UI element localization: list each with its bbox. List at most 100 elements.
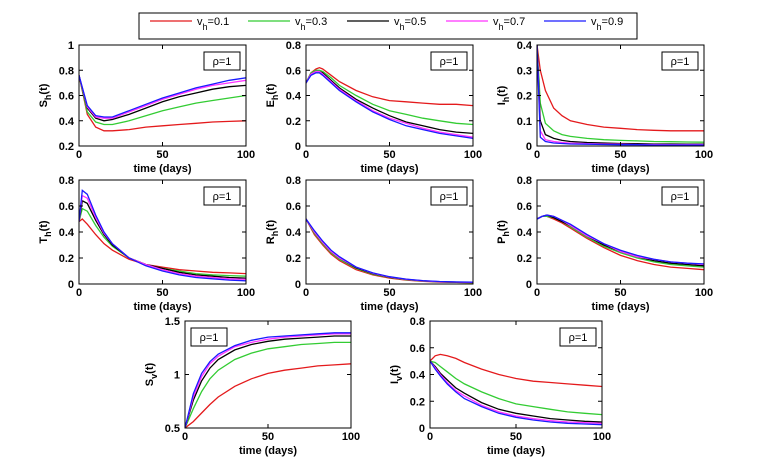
x-tick-label: 50 [383,287,395,299]
y-tick-label: 0.4 [286,227,302,239]
x-tick-label: 0 [303,149,309,161]
y-tick-label: 0 [68,279,74,291]
series-line [79,189,246,282]
series-line [79,75,246,132]
x-tick-label: 100 [593,431,611,443]
annotation-box [190,327,228,347]
series-line [79,218,246,275]
y-tick-label: 0.4 [517,227,533,239]
y-tick-label: 0 [295,141,301,153]
series-line [537,214,704,265]
x-tick-label: 50 [383,149,395,161]
chart-panel: 0 50 100 0 0.2 0.4 0.6 0.8 time (days) Ph(t) ρ=1 [496,175,713,313]
x-axis-label: time (days) [239,445,297,457]
series-line [79,75,246,118]
series-line [306,72,473,140]
series-line [430,360,602,424]
y-tick-label: 0.4 [59,227,75,239]
annotation-box [430,186,468,206]
series-line [79,75,246,122]
x-tick-label: 100 [237,149,255,161]
chart-panel: 0 50 100 0.5 1 1.5 time (days) Sv(t) ρ=1 [144,316,360,457]
x-tick-label: 100 [237,287,255,299]
legend-label: vh=0.7 [493,16,525,32]
x-tick-label: 100 [695,149,713,161]
y-tick-label: 0.2 [59,141,74,153]
annotation-text: ρ=1 [440,56,459,68]
y-axis-label: Rh(t) [265,219,280,244]
y-tick-label: 0.2 [286,116,301,128]
series-line [537,215,704,271]
y-tick-label: 0.4 [59,116,75,128]
x-axis-label: time (days) [591,163,649,175]
annotation-text: ρ=1 [213,191,232,203]
y-tick-label: 0.8 [286,40,301,52]
y-tick-label: 0.6 [59,201,74,213]
annotation-box [661,51,699,71]
chart-panel: 0 50 100 0 0.2 0.4 0.6 0.8 time (days) Th(t) ρ=1 [38,175,255,313]
chart-panel: 0 50 100 0 0.2 0.4 0.6 0.8 time (days) Iv(t) ρ=1 [389,316,611,457]
series-line [185,363,351,428]
x-tick-label: 0 [76,149,82,161]
y-tick-label: 0 [526,279,532,291]
series-line [185,332,351,428]
x-tick-label: 50 [156,287,168,299]
annotation-text: ρ=1 [440,191,459,203]
y-tick-label: 0.2 [517,91,532,103]
y-tick-label: 0.6 [410,343,425,355]
x-tick-label: 0 [76,287,82,299]
x-tick-label: 50 [262,431,274,443]
y-tick-label: 0 [295,279,301,291]
x-tick-label: 50 [156,149,168,161]
x-tick-label: 50 [614,287,626,299]
series-line [185,341,351,428]
x-tick-label: 100 [695,287,713,299]
series-line [537,45,704,132]
annotation-text: ρ=1 [213,56,232,68]
annotation-box [430,51,468,71]
y-tick-label: 0.4 [517,40,533,52]
annotation-text: ρ=1 [569,332,588,344]
chart-panel: 0 50 100 0 0.2 0.4 0.6 0.8 time (days) Eh(t) ρ=1 [265,40,482,175]
series-line [306,69,473,126]
series-line [185,333,351,428]
y-tick-label: 0.8 [59,175,74,187]
series-line [79,75,246,119]
x-axis-label: time (days) [591,301,649,313]
legend: vh=0.1 vh=0.3 vh=0.5 vh=0.7 vh=0.9 [138,12,638,40]
x-tick-label: 0 [534,287,540,299]
legend-frame [138,12,638,40]
y-axis-label: Ph(t) [496,220,511,244]
annotation-box [559,327,597,347]
legend-label: vh=0.9 [591,16,623,32]
series-line [79,207,246,277]
y-tick-label: 0.1 [517,116,532,128]
annotation-box [661,186,699,206]
x-axis-label: time (days) [360,301,418,313]
legend-label: vh=0.1 [197,16,229,32]
x-tick-label: 100 [464,287,482,299]
y-tick-label: 0.2 [517,253,532,265]
y-tick-label: 1 [68,40,74,52]
series-line [185,335,351,428]
legend-label: vh=0.3 [295,16,327,32]
y-axis-label: Iv(t) [389,365,404,384]
y-tick-label: 1.5 [165,316,180,328]
series-line [537,45,704,143]
x-tick-label: 0 [427,431,433,443]
series-line [537,215,704,268]
annotation-text: ρ=1 [200,332,219,344]
y-axis-label: Th(t) [38,220,53,244]
x-tick-label: 100 [342,431,360,443]
chart-panel: 0 50 100 0.2 0.4 0.6 0.8 1 time (days) Sh(t) ρ=1 [38,40,255,175]
y-tick-label: 0.2 [410,396,425,408]
y-tick-label: 0.8 [286,175,301,187]
y-tick-label: 0.6 [517,201,532,213]
y-axis-label: Sh(t) [38,83,53,107]
series-line [430,360,602,416]
y-tick-label: 0.8 [59,65,74,77]
x-axis-label: time (days) [133,163,191,175]
annotation-text: ρ=1 [671,56,690,68]
chart-panel: 0 50 100 0 0.2 0.4 0.6 0.8 time (days) Rh(t) ρ=1 [265,175,482,313]
